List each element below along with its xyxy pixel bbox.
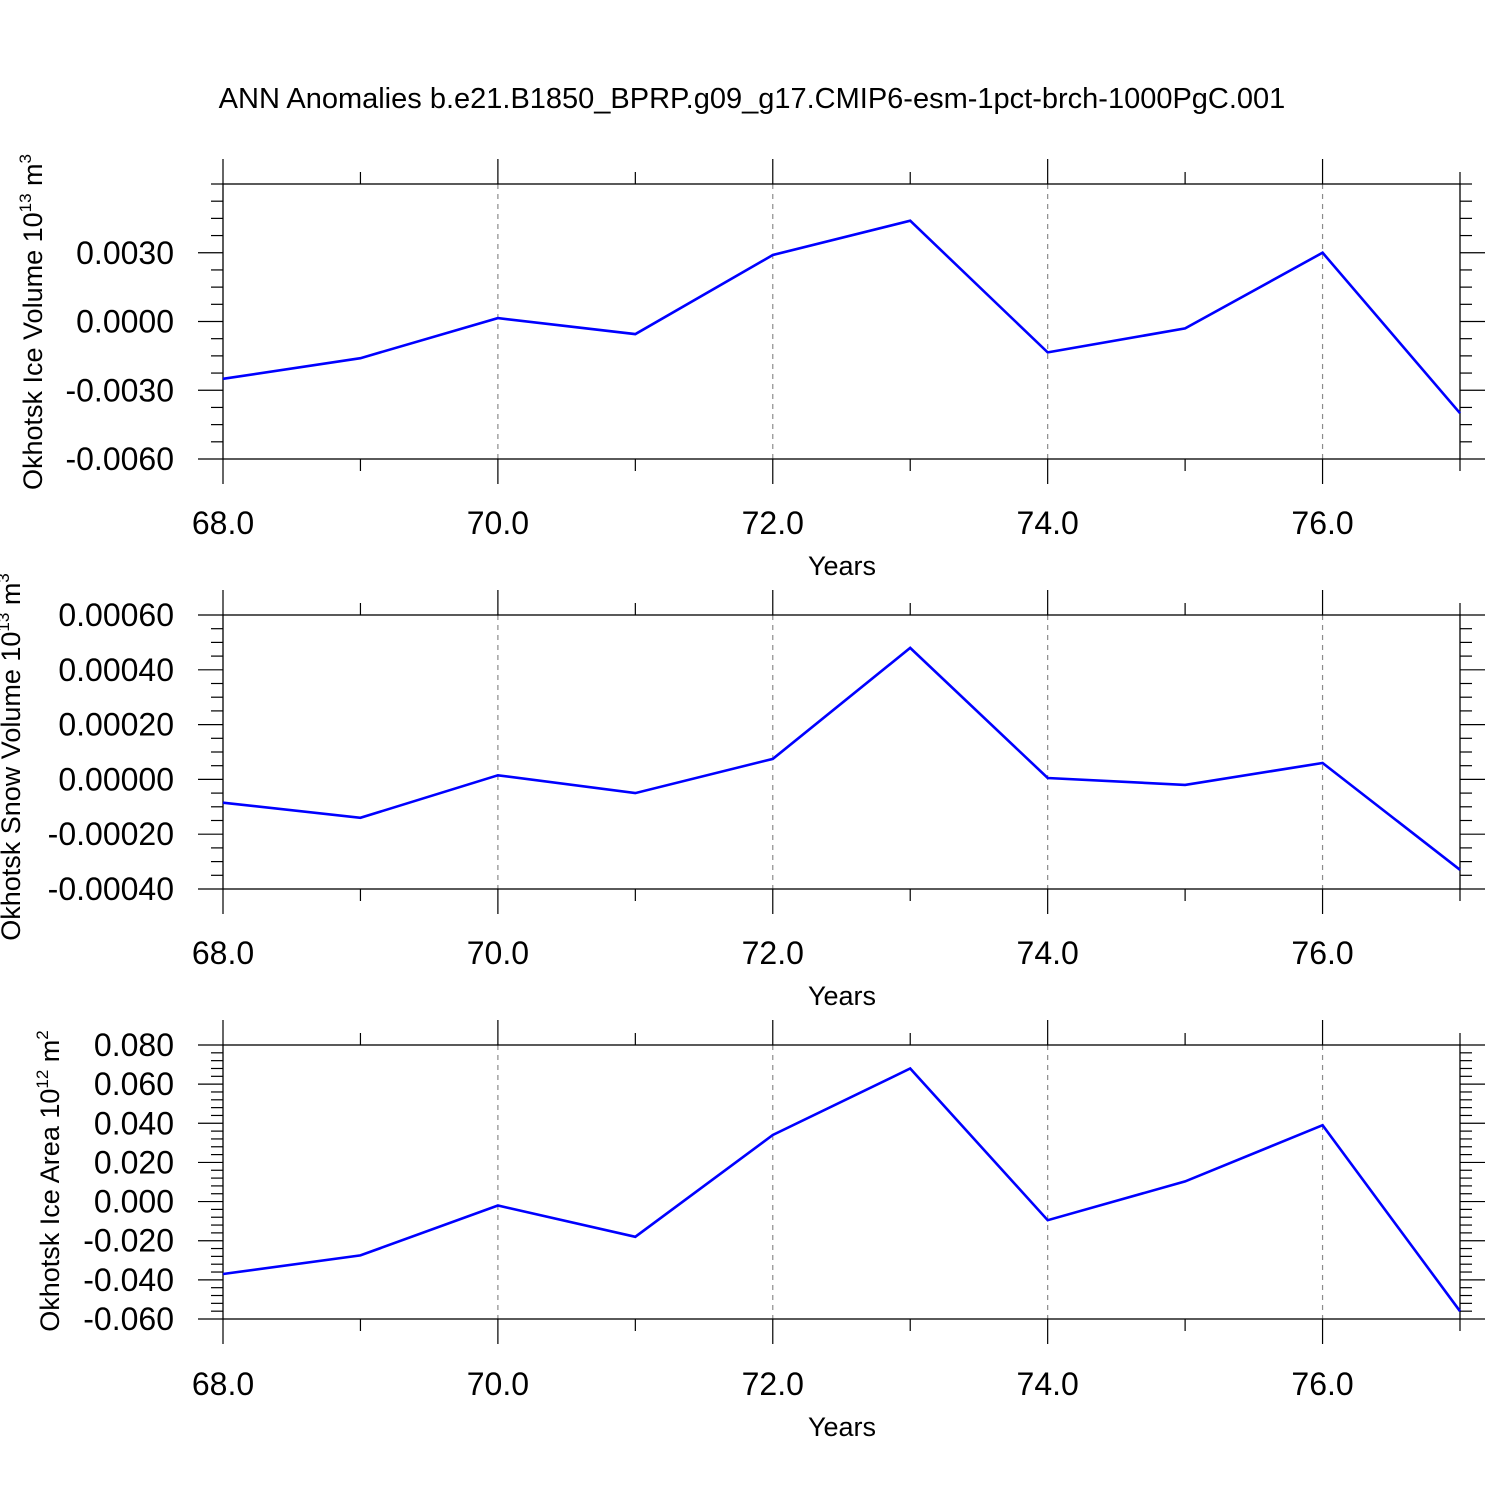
y-axis-title-unit: m	[35, 1040, 65, 1070]
y-tick-label: -0.0060	[65, 441, 174, 477]
y-tick-label: -0.060	[83, 1301, 174, 1337]
x-tick-label: 68.0	[192, 1366, 254, 1402]
x-axis-title: Years	[808, 1412, 876, 1442]
x-tick-label: 72.0	[742, 505, 804, 541]
y-axis-title: Okhotsk Snow Volume 1013 m3	[0, 573, 26, 941]
y-axis-title-base: Okhotsk Ice Area 10	[35, 1089, 65, 1332]
plot-frame	[222, 1044, 1461, 1320]
x-axis-title: Years	[808, 981, 876, 1011]
y-tick-label: 0.00000	[58, 761, 174, 797]
y-tick-label: 0.00020	[58, 707, 174, 743]
y-tick-label: -0.020	[83, 1223, 174, 1259]
x-tick-label: 68.0	[192, 505, 254, 541]
x-tick-label: 70.0	[467, 1366, 529, 1402]
y-tick-label: 0.00060	[58, 597, 174, 633]
y-tick-label: 0.040	[94, 1105, 174, 1141]
y-tick-label: -0.00040	[48, 871, 174, 907]
y-axis-title-unit: m	[18, 163, 48, 193]
x-tick-label: 72.0	[742, 935, 804, 971]
panel-3: 68.0 70.0 72.0 74.0 76.0-0.060-0.040-0.0200.…	[33, 1020, 1485, 1442]
x-tick-label: 76.0	[1291, 935, 1353, 971]
y-axis-title-exponent: 12	[33, 1070, 52, 1089]
y-axis-title-unit: m	[0, 583, 26, 613]
series-line	[222, 1066, 1462, 1312]
plot-frame	[222, 614, 1461, 890]
x-tick-label: 76.0	[1291, 505, 1353, 541]
y-tick-label: -0.00020	[48, 816, 174, 852]
y-axis-title: Okhotsk Ice Area 1012 m2	[33, 1030, 65, 1332]
series-line	[222, 646, 1461, 871]
y-tick-label: 0.000	[94, 1184, 174, 1220]
x-tick-label: 74.0	[1017, 1366, 1079, 1402]
panel-2: 68.0 70.0 72.0 74.0 76.0 -0.00040 -0.00020 0.00…	[0, 573, 1485, 1011]
x-tick-label: 74.0	[1017, 505, 1079, 541]
y-tick-label: 0.060	[94, 1066, 174, 1102]
y-axis-title-base: Okhotsk Ice Volume 10	[18, 212, 48, 490]
x-tick-label: 76.0	[1291, 1366, 1353, 1402]
y-axis-title-unit-exponent: 3	[0, 573, 13, 582]
y-axis-title-base: Okhotsk Snow Volume 10	[0, 632, 26, 941]
y-tick-label: 0.0000	[76, 304, 174, 340]
y-axis-title-unit-exponent: 2	[33, 1030, 52, 1039]
chart-title: ANN Anomalies b.e21.B1850_BPRP.g09_g17.C…	[219, 83, 1286, 115]
y-axis-title-exponent: 13	[16, 193, 35, 212]
y-tick-label: 0.00040	[58, 652, 174, 688]
y-axis-title-exponent: 13	[0, 613, 13, 632]
x-axis-title: Years	[808, 551, 876, 581]
y-tick-label: 0.0030	[76, 235, 174, 271]
y-axis-title-unit-exponent: 3	[16, 154, 35, 163]
plot-frame	[222, 183, 1461, 460]
x-tick-label: 70.0	[467, 505, 529, 541]
x-tick-label: 70.0	[467, 935, 529, 971]
series-line	[222, 219, 1461, 415]
panel-1: 68.0 70.0 72.0 74.0 76.0 -0.0060 -0.0030 0.0000…	[16, 154, 1485, 581]
y-tick-label: 0.020	[94, 1144, 174, 1180]
y-tick-label: -0.040	[83, 1262, 174, 1298]
y-axis-title: Okhotsk Ice Volume 1013 m3	[16, 154, 48, 490]
x-tick-label: 72.0	[742, 1366, 804, 1402]
panels: 68.0 70.0 72.0 74.0 76.0-0.0060-0.00300.0000…	[0, 154, 1485, 1442]
y-tick-label: -0.0030	[65, 372, 174, 408]
x-tick-label: 74.0	[1017, 935, 1079, 971]
y-tick-label: 0.080	[94, 1027, 174, 1063]
x-tick-label: 68.0	[192, 935, 254, 971]
